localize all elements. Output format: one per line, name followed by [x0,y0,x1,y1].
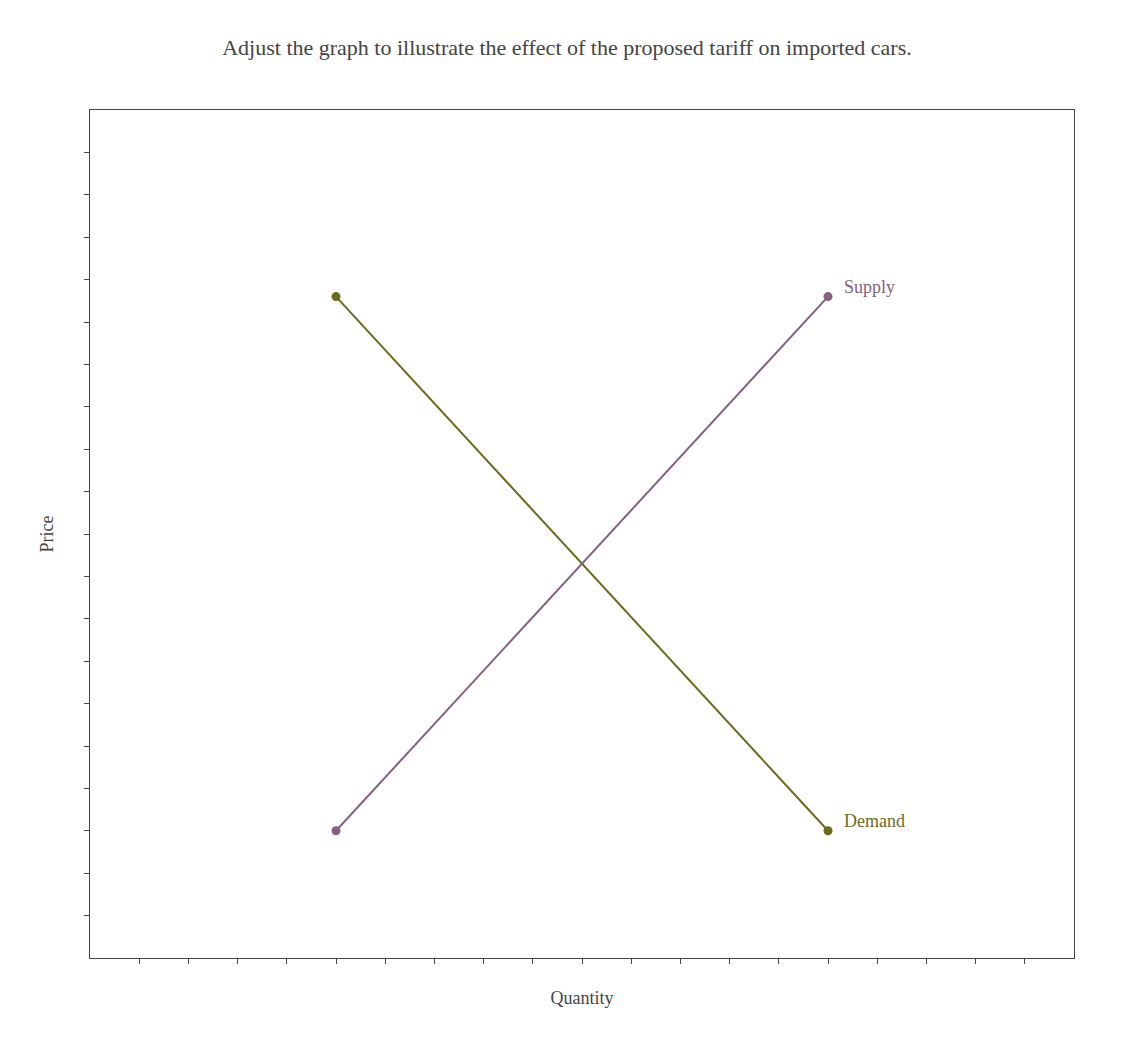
svg-text:Price: Price [37,515,57,552]
svg-text:Demand: Demand [844,811,905,831]
svg-text:Adjust the graph to illustrate: Adjust the graph to illustrate the effec… [222,35,912,60]
svg-text:Supply: Supply [844,277,895,297]
svg-text:Quantity: Quantity [551,988,614,1008]
